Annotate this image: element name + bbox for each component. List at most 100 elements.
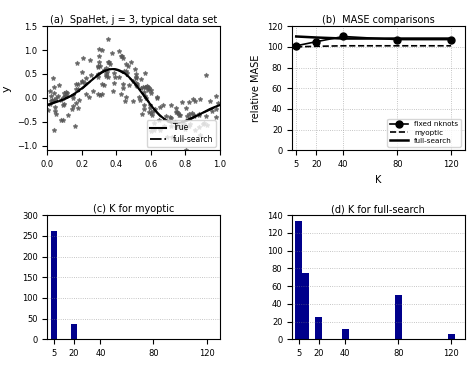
Point bbox=[178, 123, 186, 129]
Point bbox=[160, 123, 167, 129]
Legend: True, full-search: True, full-search bbox=[146, 120, 216, 147]
Point bbox=[124, 70, 131, 76]
Point bbox=[132, 73, 140, 79]
Point bbox=[68, 106, 76, 112]
full-search bbox=[127, 76, 132, 80]
Point bbox=[129, 78, 137, 84]
Line: myoptic: myoptic bbox=[296, 46, 451, 47]
Point bbox=[59, 95, 66, 101]
Point bbox=[102, 73, 109, 79]
Point bbox=[52, 109, 59, 115]
Point bbox=[122, 98, 129, 104]
Point bbox=[104, 36, 112, 42]
Point bbox=[47, 98, 55, 104]
Point bbox=[147, 110, 155, 116]
Bar bbox=[342, 329, 348, 339]
full-search bbox=[138, 89, 144, 93]
fixed nknots bbox=[448, 37, 454, 42]
Point bbox=[178, 136, 186, 142]
Point bbox=[99, 91, 106, 97]
Point bbox=[44, 107, 52, 113]
Point bbox=[144, 84, 152, 90]
Point bbox=[73, 81, 80, 87]
Point bbox=[95, 53, 103, 59]
Point bbox=[185, 111, 193, 117]
Point bbox=[107, 62, 114, 68]
Point bbox=[189, 96, 197, 102]
full-search bbox=[128, 77, 134, 81]
Point bbox=[150, 120, 158, 126]
Point bbox=[52, 95, 60, 101]
Point bbox=[74, 105, 82, 111]
Point bbox=[57, 117, 65, 123]
Point bbox=[94, 64, 101, 70]
True bbox=[138, 90, 144, 94]
Point bbox=[110, 79, 118, 85]
Point bbox=[96, 63, 103, 69]
Point bbox=[172, 109, 180, 115]
Point bbox=[69, 103, 77, 109]
Point bbox=[190, 113, 198, 119]
Point bbox=[127, 59, 135, 65]
Point bbox=[146, 102, 154, 108]
Point bbox=[49, 75, 56, 81]
Point bbox=[173, 109, 181, 115]
Point bbox=[141, 84, 149, 90]
True bbox=[187, 117, 192, 122]
Line: full-search: full-search bbox=[296, 37, 451, 38]
Title: (a)  SpaHet, j = 3, typical data set: (a) SpaHet, j = 3, typical data set bbox=[50, 15, 217, 25]
Point bbox=[134, 84, 141, 90]
Point bbox=[177, 123, 184, 129]
full-search bbox=[293, 34, 299, 39]
Point bbox=[62, 93, 69, 99]
Point bbox=[59, 117, 67, 123]
Point bbox=[85, 94, 93, 100]
Point bbox=[172, 104, 180, 110]
Point bbox=[50, 84, 58, 90]
Point bbox=[51, 90, 58, 96]
Point bbox=[167, 123, 174, 129]
Line: full-search: full-search bbox=[47, 69, 220, 123]
Point bbox=[74, 81, 82, 87]
Point bbox=[147, 128, 155, 134]
Point bbox=[100, 67, 107, 73]
Point bbox=[60, 101, 67, 107]
True bbox=[127, 75, 132, 80]
Point bbox=[146, 85, 153, 91]
full-search bbox=[217, 103, 223, 107]
Point bbox=[149, 107, 157, 113]
Y-axis label: y: y bbox=[2, 85, 12, 92]
Bar bbox=[71, 324, 77, 339]
Point bbox=[94, 74, 101, 80]
Point bbox=[143, 84, 150, 90]
myoptic bbox=[394, 44, 400, 48]
Point bbox=[50, 127, 58, 133]
Point bbox=[72, 85, 80, 91]
Point bbox=[172, 119, 179, 125]
Point bbox=[156, 127, 164, 133]
Point bbox=[78, 78, 85, 84]
Point bbox=[202, 113, 210, 119]
Point bbox=[212, 114, 220, 120]
Point bbox=[89, 88, 96, 94]
Point bbox=[200, 120, 208, 126]
Point bbox=[96, 92, 104, 98]
Title: (b)  MASE comparisons: (b) MASE comparisons bbox=[322, 15, 435, 25]
Point bbox=[52, 111, 60, 117]
Point bbox=[50, 97, 57, 103]
Point bbox=[153, 95, 160, 101]
Point bbox=[214, 100, 221, 106]
Point bbox=[103, 69, 111, 75]
Point bbox=[99, 81, 106, 87]
myoptic bbox=[293, 45, 299, 49]
Point bbox=[70, 92, 77, 98]
Point bbox=[82, 91, 90, 97]
Point bbox=[195, 113, 202, 119]
Point bbox=[202, 72, 210, 78]
Point bbox=[116, 48, 123, 54]
Line: True: True bbox=[47, 69, 220, 123]
Point bbox=[78, 79, 85, 85]
Point bbox=[168, 134, 175, 140]
Point bbox=[141, 90, 148, 95]
Point bbox=[47, 93, 55, 99]
